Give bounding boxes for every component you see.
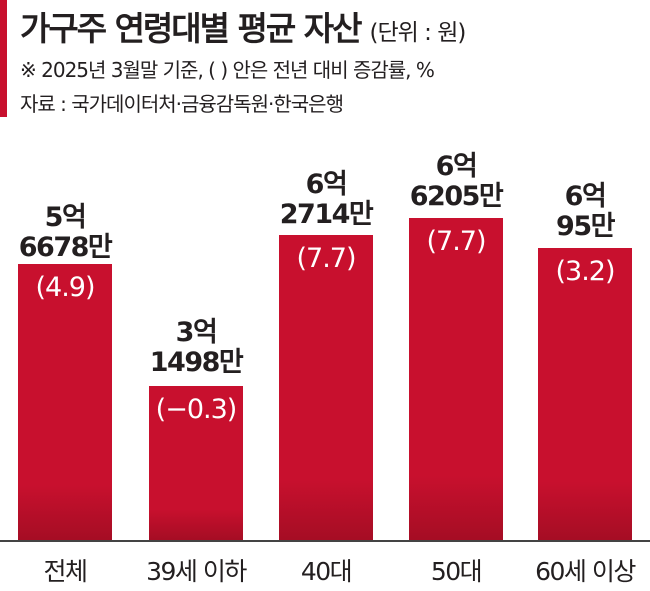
x-axis-line [0,540,650,542]
bar-50s: (7.7) [409,218,503,540]
chart-source: 자료 : 국가데이터처·금융감독원·한국은행 [20,92,344,116]
x-label: 40대 [300,557,353,586]
bar-total: (4.9) [18,264,112,540]
value-line-1: 5억 [44,202,87,233]
value-label: 5억 6678만 [0,203,130,263]
value-label: 6억 6205만 [391,152,521,212]
value-line-2: 6678만 [18,232,113,263]
chart-header: 가구주 연령대별 평균 자산 (단위 : 원) [20,2,467,50]
change-label: (4.9) [35,272,95,303]
bar-40s: (7.7) [279,235,373,540]
chart-title: 가구주 연령대별 평균 자산 [20,9,362,48]
value-line-2: 95만 [556,211,615,242]
bar-60-over: (3.2) [538,248,632,540]
value-label: 6억 95만 [520,182,650,242]
value-label: 6억 2714만 [261,170,391,230]
value-line-1: 3억 [175,317,218,348]
value-line-2: 1498만 [149,347,244,378]
x-label: 60세 이상 [535,557,636,586]
unit-label: (단위 : 원) [369,20,467,46]
value-label: 3억 1498만 [131,318,261,378]
value-line-2: 6205만 [409,181,504,212]
accent-bar [0,0,7,117]
change-label: (3.2) [555,256,615,287]
change-label: (−0.3) [155,394,238,425]
x-label: 50대 [430,557,483,586]
change-label: (7.7) [296,243,356,274]
change-label: (7.7) [426,226,486,257]
value-line-2: 2714만 [279,199,374,230]
x-label: 39세 이하 [146,557,247,586]
chart-note: ※ 2025년 3월말 기준, ( ) 안은 전년 대비 증감률, % [20,58,435,82]
value-line-1: 6억 [305,169,348,200]
bar-39-under: (−0.3) [149,386,243,540]
x-label: 전체 [43,557,88,586]
value-line-1: 6억 [564,181,607,212]
value-line-1: 6억 [435,151,478,182]
